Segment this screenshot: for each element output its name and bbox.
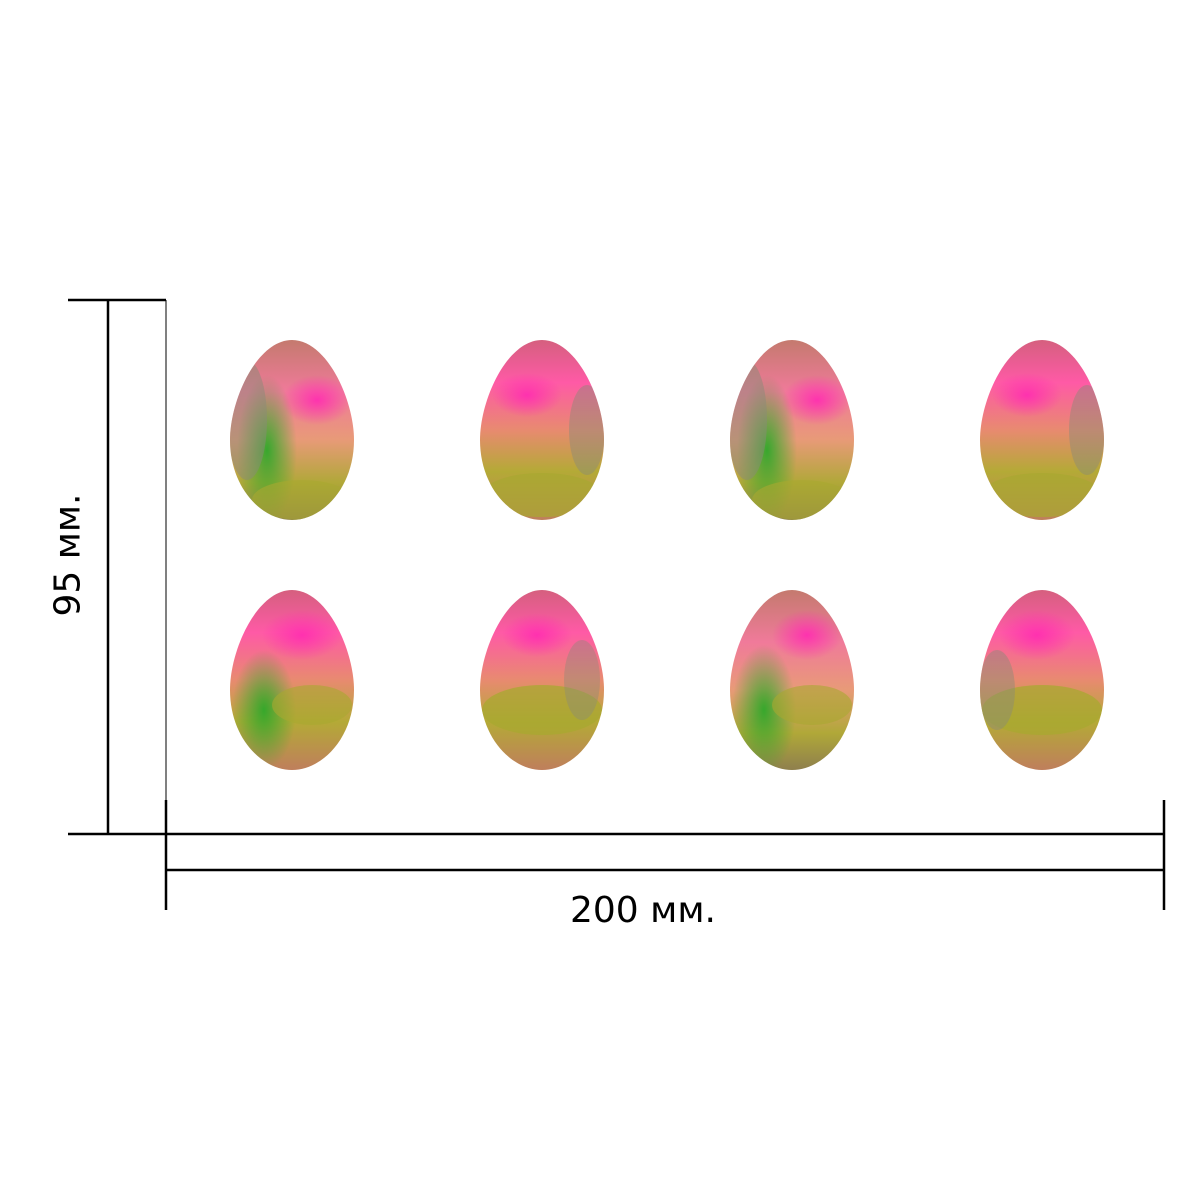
height-dimension-label: 95 мм. — [47, 493, 89, 617]
width-dimension — [164, 800, 1166, 910]
width-dimension-label: 200 мм. — [570, 890, 716, 931]
egg-sticker — [980, 340, 1104, 520]
egg-sticker — [230, 590, 354, 770]
height-dimension — [68, 298, 166, 836]
egg-sticker — [980, 590, 1104, 770]
egg-sticker — [480, 590, 604, 770]
egg-sticker — [730, 340, 854, 520]
egg-sticker — [480, 340, 604, 520]
egg-sticker — [230, 340, 354, 520]
egg-sticker — [730, 590, 854, 770]
